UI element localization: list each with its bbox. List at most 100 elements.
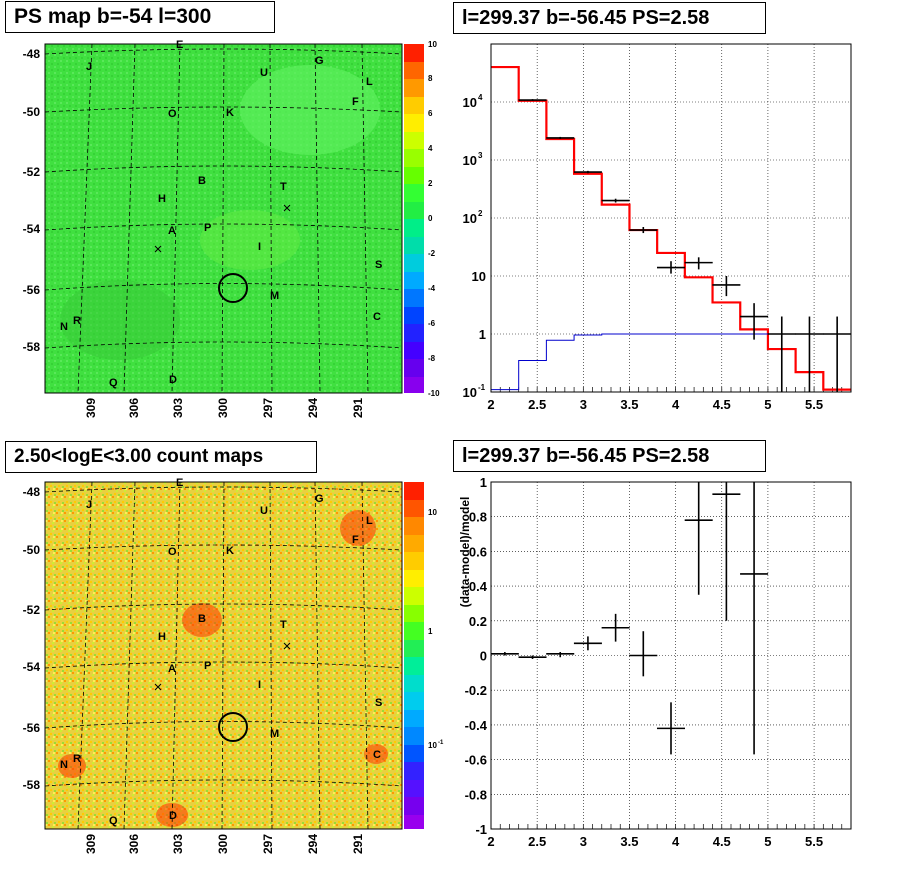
spectrum-frame <box>490 43 852 393</box>
residual-y-tick-label: 0 <box>480 649 487 664</box>
spectrum-title: l=299.37 b=-56.45 PS=2.58 <box>453 2 766 34</box>
svg-text:F: F <box>352 96 359 108</box>
residual-y-tick-label: 0.8 <box>469 510 487 525</box>
svg-text:306: 306 <box>127 834 141 854</box>
svg-text:E: E <box>176 477 183 489</box>
spectrum-y-tick-label: 10 <box>463 385 477 400</box>
spectrum-y-tick-exponent: 3 <box>478 151 483 160</box>
spectrum-y-tick-label: 10 <box>463 95 477 110</box>
svg-text:S: S <box>375 259 382 271</box>
svg-text:-48: -48 <box>23 47 41 61</box>
svg-text:Q: Q <box>109 377 118 389</box>
spectrum-data-point <box>684 257 713 270</box>
svg-text:-48: -48 <box>23 485 41 499</box>
spectrum-y-tick-label: 10 <box>472 269 486 284</box>
svg-text:297: 297 <box>261 834 275 854</box>
spectrum-y-tick-label: 10 <box>463 153 477 168</box>
spectrum-data-point <box>657 261 685 274</box>
count-map-source-labels: E J G U L F O K B T H A P I S M N R C Q … <box>60 477 382 827</box>
spectrum-y-tick-exponent: 2 <box>478 209 483 218</box>
svg-text:S: S <box>375 697 382 709</box>
spectrum-x-tick-label: 4 <box>672 397 680 412</box>
residual-y-tick-label: -0.6 <box>465 753 487 768</box>
svg-text:T: T <box>280 619 287 631</box>
spectrum-data-point <box>712 276 741 297</box>
residual-x-tick-label: 5.5 <box>805 834 823 849</box>
spectrum-data-point <box>573 170 602 174</box>
svg-text:-50: -50 <box>23 543 41 557</box>
svg-text:B: B <box>198 613 206 625</box>
svg-text:306: 306 <box>127 398 141 418</box>
svg-text:-58: -58 <box>23 778 41 792</box>
svg-text:M: M <box>270 728 279 740</box>
residual-title: l=299.37 b=-56.45 PS=2.58 <box>453 440 766 472</box>
svg-text:C: C <box>373 311 381 323</box>
spectrum-x-tick-label: 2 <box>487 397 494 412</box>
spectrum-data-point <box>546 136 575 140</box>
svg-text:H: H <box>158 631 166 643</box>
svg-text:291: 291 <box>351 398 365 418</box>
svg-text:-54: -54 <box>23 660 41 674</box>
svg-text:294: 294 <box>306 398 320 418</box>
svg-text:Q: Q <box>109 815 118 827</box>
svg-text:6: 6 <box>428 109 433 118</box>
svg-text:10: 10 <box>428 508 437 517</box>
spectrum-data-point <box>767 316 796 392</box>
svg-text:B: B <box>198 175 206 187</box>
ps-map-title: PS map b=-54 l=300 <box>5 1 275 33</box>
svg-text:N: N <box>60 759 68 771</box>
svg-text:L: L <box>366 515 373 527</box>
residual-y-tick-label: 0.4 <box>469 579 488 594</box>
svg-text:-52: -52 <box>23 603 41 617</box>
svg-text:2: 2 <box>428 179 433 188</box>
residual-data-point <box>601 613 630 642</box>
svg-text:M: M <box>270 290 279 302</box>
residual-data-point <box>657 702 685 755</box>
ps-map-source-labels: E J G U L F O K B T H A P I S M N R C Q … <box>60 39 382 389</box>
svg-text:309: 309 <box>84 398 98 418</box>
svg-text:I: I <box>258 241 261 253</box>
residual-y-tick-label: -0.4 <box>465 718 488 733</box>
residual-ylabel: (data-model)/model <box>458 497 472 608</box>
spectrum-data-point <box>629 226 658 234</box>
svg-text:297: 297 <box>261 398 275 418</box>
residual-y-tick-label: 1 <box>480 476 487 490</box>
svg-text:300: 300 <box>216 834 230 854</box>
svg-text:4: 4 <box>428 144 433 153</box>
svg-text:-10: -10 <box>428 389 440 398</box>
svg-text:-56: -56 <box>23 283 41 297</box>
ps-colorbar <box>404 44 424 393</box>
residual-y-tick-label: 0.6 <box>469 544 487 559</box>
spectrum-data-point <box>795 316 824 392</box>
residual-data-point <box>629 631 658 677</box>
svg-text:P: P <box>204 660 211 672</box>
svg-text:-4: -4 <box>428 284 436 293</box>
svg-text:-50: -50 <box>23 105 41 119</box>
residual-y-tick-label: -0.8 <box>465 787 487 802</box>
ps-map-grid <box>44 43 403 394</box>
svg-text:1: 1 <box>428 627 433 636</box>
svg-text:D: D <box>169 810 177 822</box>
residual-x-tick-label: 4 <box>672 834 680 849</box>
residual-frame <box>490 481 852 830</box>
svg-text:R: R <box>73 753 81 765</box>
spectrum-y-tick-exponent: 4 <box>478 93 483 102</box>
residual-x-tick-label: 3.5 <box>620 834 638 849</box>
svg-text:F: F <box>352 534 359 546</box>
residual-y-tick-label: -1 <box>475 822 487 837</box>
svg-text:291: 291 <box>351 834 365 854</box>
count-map-panel: E J G U L F O K B T H A P I S M N R C Q … <box>23 477 444 854</box>
count-map-hotspots <box>58 510 388 827</box>
count-target-circle <box>218 712 248 742</box>
svg-text:H: H <box>158 193 166 205</box>
svg-text:J: J <box>86 499 92 511</box>
spectrum-data-point <box>740 303 769 340</box>
residual-x-tick-label: 2 <box>487 834 494 849</box>
svg-text:-52: -52 <box>23 165 41 179</box>
svg-text:N: N <box>60 321 68 333</box>
svg-text:A: A <box>168 663 176 675</box>
svg-text:10: 10 <box>428 741 437 750</box>
svg-text:L: L <box>366 76 373 88</box>
svg-text:-2: -2 <box>428 249 436 258</box>
spectrum-y-tick-label: 10 <box>463 211 477 226</box>
